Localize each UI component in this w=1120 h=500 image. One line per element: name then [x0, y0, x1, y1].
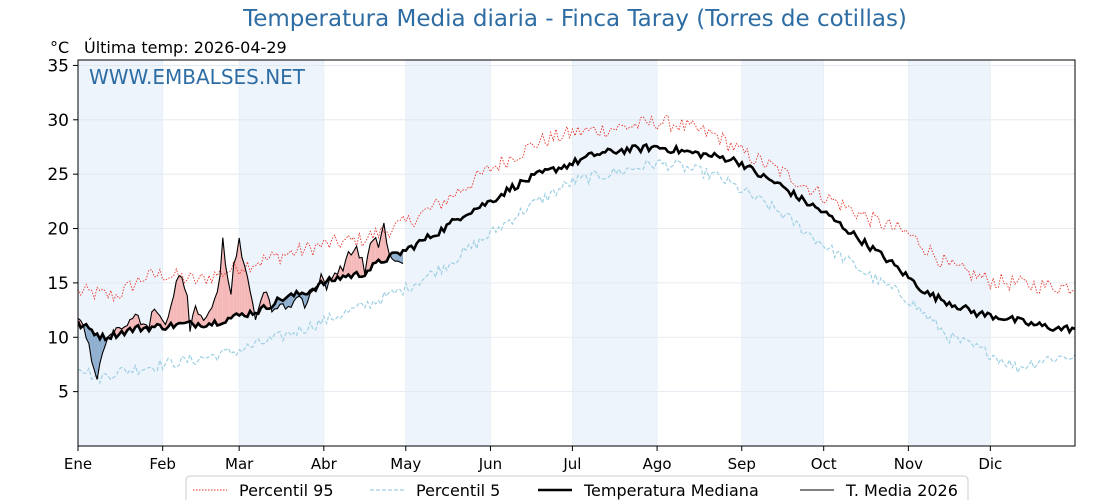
- anomaly-fill-above: [239, 237, 242, 316]
- plot-area: [78, 114, 1075, 386]
- anomaly-fill-above: [261, 292, 264, 308]
- anomaly-fill-above: [192, 305, 196, 328]
- month-band: [405, 60, 491, 446]
- x-tick-label: Mar: [225, 455, 254, 473]
- anomaly-fill-below: [94, 333, 98, 380]
- series-percentil-5: [78, 158, 1075, 386]
- anomaly-fill-above: [151, 309, 155, 327]
- legend-label: Percentil 5: [416, 481, 500, 500]
- anomaly-fill-below: [99, 334, 103, 364]
- anomaly-fill-below: [394, 252, 398, 262]
- anomaly-fill-above: [200, 315, 204, 328]
- anomaly-fill-below: [88, 328, 92, 362]
- month-band: [572, 60, 658, 446]
- series-temperatura-mediana: [78, 142, 1075, 342]
- legend-label: Percentil 95: [239, 481, 334, 500]
- x-tick-label: Jun: [478, 455, 502, 473]
- series-t-media-2026: [78, 222, 404, 380]
- anomaly-fill-above: [378, 234, 382, 263]
- y-tick-label: 5: [58, 383, 69, 403]
- x-tick-label: Ene: [64, 455, 92, 473]
- anomaly-fill-above: [375, 237, 379, 263]
- y-tick-label: 30: [47, 111, 69, 131]
- anomaly-fill-below: [91, 329, 95, 371]
- anomaly-fill-above: [353, 246, 357, 274]
- anomaly-fill-above: [214, 291, 218, 326]
- x-tick-label: Jul: [562, 455, 581, 473]
- y-tick-label: 20: [47, 220, 69, 240]
- anomaly-fill-above: [179, 275, 182, 324]
- anomaly-fill-above: [176, 275, 180, 325]
- anomaly-fill-above: [203, 316, 207, 328]
- legend-label: T. Media 2026: [845, 481, 958, 500]
- y-axis-unit-label: °C: [50, 38, 70, 57]
- anomaly-fill-above: [195, 305, 199, 328]
- month-band: [741, 60, 824, 446]
- legend: Percentil 95 Percentil 5 Temperatura Media…: [185, 475, 969, 500]
- x-tick-label: Nov: [894, 455, 923, 473]
- anomaly-fill-above: [162, 320, 166, 330]
- x-tick-label: Oct: [811, 455, 837, 473]
- x-tick-label: Sep: [728, 455, 756, 473]
- plot-frame: [77, 59, 1076, 447]
- x-tick-label: Feb: [149, 455, 176, 473]
- anomaly-fill-above: [181, 277, 185, 324]
- x-tick-label: Dic: [978, 455, 1002, 473]
- anomaly-fill-above: [233, 256, 237, 316]
- legend-label: Temperatura Mediana: [583, 481, 759, 500]
- anomaly-fill-above: [241, 257, 245, 317]
- y-tick-label: 25: [47, 165, 69, 185]
- anomaly-fill-above: [373, 237, 376, 264]
- anomaly-fill-above: [266, 292, 270, 309]
- anomaly-fill-above: [356, 246, 360, 277]
- anomaly-fill-below: [288, 293, 292, 308]
- legend-box: [185, 475, 969, 500]
- anomaly-fill-above: [220, 237, 223, 325]
- y-tick-label: 35: [47, 56, 69, 76]
- anomaly-fill-above: [351, 250, 354, 278]
- month-band: [239, 60, 324, 446]
- watermark: WWW.EMBALSES.NET: [89, 65, 306, 89]
- anomaly-fill-above: [250, 291, 253, 315]
- series-percentil-95: [78, 114, 1075, 303]
- anomaly-fill-above: [359, 257, 363, 277]
- anomaly-fill-above: [367, 243, 371, 271]
- month-band: [78, 60, 163, 446]
- x-tick-label: Ago: [643, 455, 672, 473]
- x-tick-label: Abr: [311, 455, 338, 473]
- anomaly-fill-above: [154, 309, 158, 327]
- anomaly-fill-above: [348, 251, 352, 278]
- anomaly-fill-above: [209, 307, 212, 326]
- month-band: [908, 60, 991, 446]
- anomaly-fill-above: [228, 280, 231, 319]
- x-tick-label: May: [390, 455, 421, 473]
- anomaly-fill-above: [244, 265, 248, 317]
- chart-title: Temperatura Media diaria - Finca Taray (…: [243, 6, 907, 32]
- y-tick-label: 15: [47, 274, 69, 294]
- last-temp-label: Última temp: 2026-04-29: [84, 38, 287, 57]
- anomaly-fill-below: [304, 294, 308, 309]
- anomaly-fill-above: [184, 288, 188, 324]
- anomaly-fill-below: [97, 333, 100, 380]
- anomaly-fill-above: [135, 314, 139, 328]
- anomaly-fill-above: [211, 298, 215, 326]
- y-tick-label: 10: [47, 328, 69, 348]
- anomaly-fill-above: [236, 237, 240, 316]
- anomaly-fill-above: [247, 276, 251, 317]
